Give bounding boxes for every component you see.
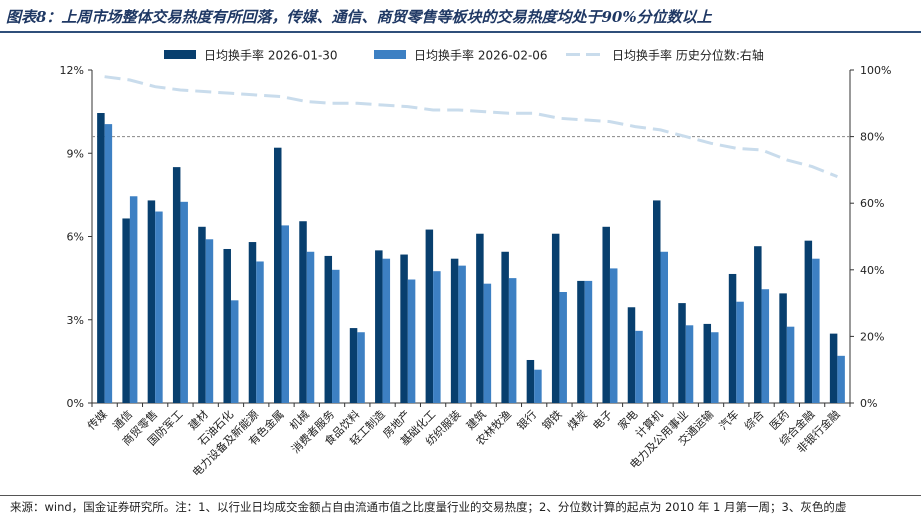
legend-label-1: 日均换手率 2026-01-30 — [204, 48, 338, 63]
y-right-tick-label: 60% — [860, 197, 884, 210]
bar-line-chart: 日均换手率 2026-01-30 日均换手率 2026-02-06 日均换手率 历史… — [60, 48, 892, 480]
bar-4-series-2 — [180, 201, 188, 403]
bar-11-series-2 — [357, 332, 365, 403]
bar-9-series-2 — [306, 251, 315, 403]
x-tick-label-21: 电子 — [590, 408, 615, 433]
bar-3-series-2 — [155, 211, 163, 403]
bar-26-series-2 — [736, 301, 744, 403]
legend-swatch-2 — [374, 50, 406, 59]
legend-label-3: 日均换手率 历史分位数:右轴 — [612, 48, 764, 63]
bar-8-series-1 — [274, 147, 282, 403]
y-left-tick-label: 6% — [67, 231, 84, 244]
bar-18-series-1 — [526, 359, 535, 403]
y-right-tick-label: 80% — [860, 131, 884, 144]
bar-23-series-2 — [660, 251, 668, 403]
bar-30-series-2 — [837, 355, 845, 403]
title-bar: 图表8：上周市场整体交易热度有所回落，传媒、通信、商贸零售等板块的交易热度均处于… — [0, 0, 921, 33]
bar-6-series-1 — [223, 248, 231, 403]
y-right-tick-label: 100% — [860, 64, 891, 77]
bar-16-series-1 — [476, 233, 484, 403]
x-tick-label-19: 钢铁 — [540, 408, 565, 433]
bar-1-series-1 — [97, 113, 105, 403]
bar-27-series-1 — [754, 246, 762, 403]
bar-22-series-1 — [627, 307, 636, 403]
x-tick-label-20: 煤炭 — [565, 408, 590, 433]
bar-28-series-2 — [786, 326, 795, 403]
bar-26-series-1 — [728, 273, 737, 403]
bar-13-series-2 — [407, 279, 416, 403]
bar-12-series-2 — [382, 258, 391, 403]
bar-21-series-2 — [609, 268, 618, 403]
bar-9-series-1 — [299, 221, 307, 403]
y-left-tick-label: 9% — [67, 147, 84, 160]
y-right-tick-label: 20% — [860, 330, 884, 343]
bar-16-series-2 — [483, 283, 492, 403]
bar-30-series-1 — [829, 333, 838, 403]
bar-24-series-1 — [678, 303, 686, 403]
bar-10-series-1 — [324, 255, 333, 403]
bar-6-series-2 — [230, 300, 239, 403]
title-rule — [0, 31, 921, 33]
bar-3-series-1 — [147, 200, 156, 403]
bar-4-series-1 — [172, 167, 181, 403]
x-tick-label-1: 传媒 — [85, 408, 110, 433]
bar-14-series-1 — [425, 229, 434, 403]
bar-5-series-1 — [198, 226, 206, 403]
bar-27-series-2 — [761, 289, 770, 403]
bar-22-series-2 — [635, 330, 643, 403]
bar-29-series-2 — [812, 258, 820, 403]
bar-28-series-1 — [779, 293, 787, 403]
legend-swatch-1 — [164, 50, 196, 59]
page-title: 图表8：上周市场整体交易热度有所回落，传媒、通信、商贸零售等板块的交易热度均处于… — [6, 8, 712, 26]
bar-15-series-1 — [450, 258, 459, 403]
legend-label-2: 日均换手率 2026-02-06 — [414, 48, 548, 63]
bar-5-series-2 — [205, 239, 214, 403]
bar-21-series-1 — [602, 226, 610, 403]
bar-18-series-2 — [534, 369, 542, 403]
bar-11-series-1 — [349, 328, 358, 403]
bar-20-series-1 — [577, 280, 585, 403]
bar-17-series-1 — [501, 251, 509, 403]
bar-29-series-1 — [804, 240, 813, 403]
bar-1-series-2 — [104, 124, 113, 404]
bar-25-series-1 — [703, 323, 712, 403]
y-left-tick-label: 12% — [60, 64, 84, 77]
footer-rule — [0, 495, 921, 496]
source-note: 来源：wind，国金证券研究所。注：1、以行业日均成交金额占自由流通市值之比度量… — [10, 500, 847, 514]
bar-23-series-1 — [653, 200, 661, 403]
bar-24-series-2 — [685, 325, 694, 403]
bar-7-series-1 — [248, 242, 257, 403]
bar-8-series-2 — [281, 225, 289, 403]
bar-19-series-2 — [559, 292, 567, 403]
bar-15-series-2 — [458, 265, 466, 403]
y-left-tick-label: 0% — [67, 397, 84, 410]
bar-2-series-2 — [129, 196, 138, 403]
bar-17-series-2 — [508, 278, 517, 403]
y-right-tick-label: 0% — [860, 397, 877, 410]
x-tick-label-27: 综合 — [741, 407, 766, 432]
y-left-tick-label: 3% — [67, 314, 84, 327]
bar-14-series-2 — [433, 271, 441, 403]
bar-20-series-2 — [584, 280, 593, 403]
percentile-line — [104, 75, 838, 178]
bar-10-series-2 — [332, 269, 340, 403]
x-tick-label-26: 汽车 — [716, 407, 741, 432]
bar-19-series-1 — [551, 233, 560, 403]
bar-13-series-1 — [400, 254, 408, 403]
y-right-tick-label: 40% — [860, 264, 884, 277]
bar-2-series-1 — [122, 218, 130, 403]
x-tick-label-18: 银行 — [514, 407, 539, 432]
bar-7-series-2 — [256, 261, 264, 403]
bar-25-series-2 — [711, 332, 719, 403]
bar-12-series-1 — [375, 250, 383, 403]
